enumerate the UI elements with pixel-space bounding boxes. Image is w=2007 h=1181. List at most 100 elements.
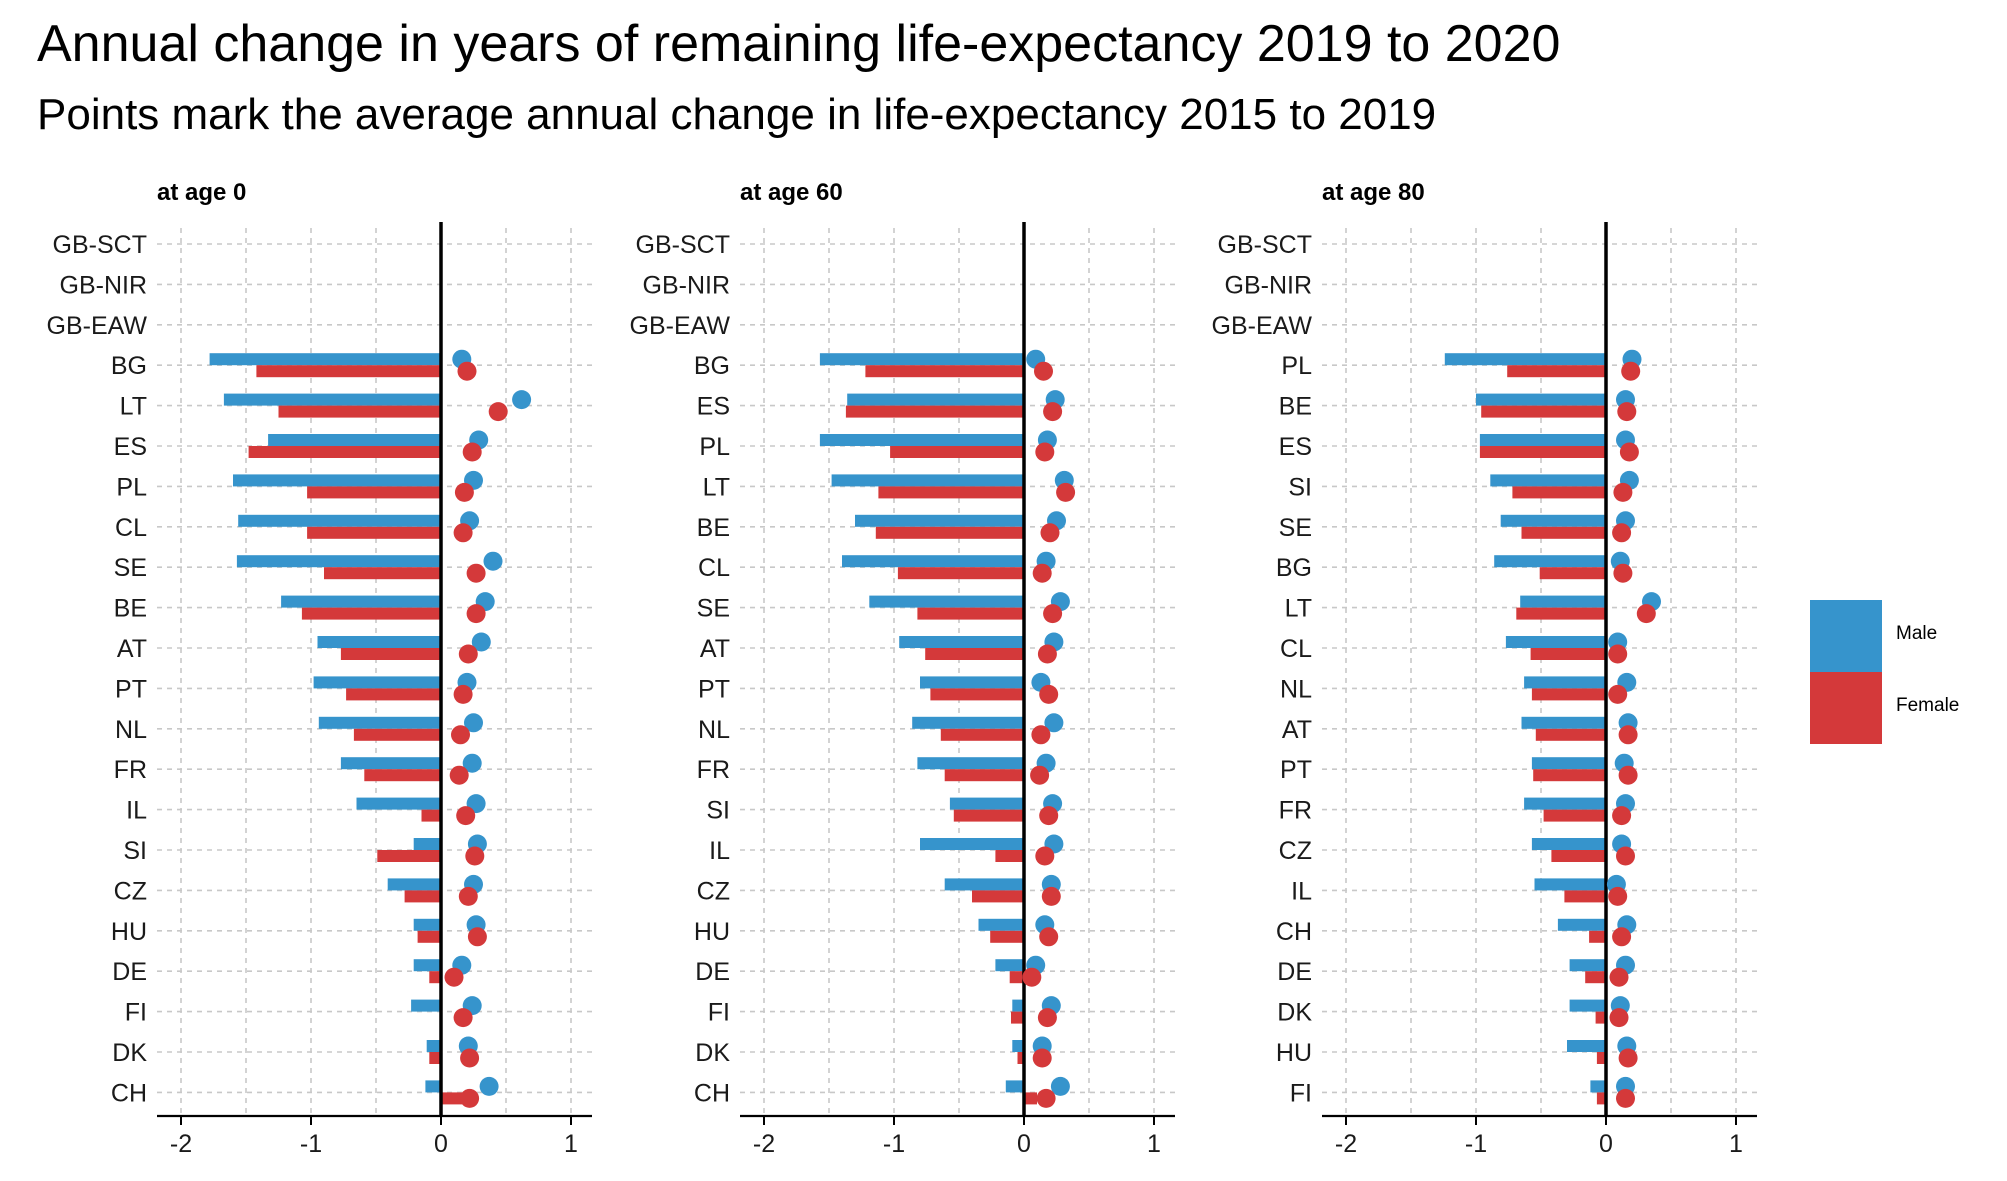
- x-tick-label: -1: [883, 1130, 905, 1158]
- bar-female: [1507, 365, 1606, 378]
- bar-female: [1481, 405, 1606, 418]
- bar-female: [417, 930, 441, 943]
- point-female: [1621, 361, 1641, 381]
- point-female: [1612, 523, 1632, 543]
- y-tick-label: FI: [125, 999, 147, 1027]
- bar-male: [819, 353, 1024, 366]
- y-tick-label: CL: [698, 554, 730, 582]
- bar-male: [281, 595, 441, 608]
- bar-male: [425, 1080, 441, 1093]
- bar-male: [842, 555, 1024, 568]
- bar-male: [413, 959, 441, 972]
- point-female: [1612, 927, 1632, 947]
- bar-female: [307, 526, 441, 539]
- bar-male: [313, 676, 441, 689]
- y-tick-label: GB-NIR: [60, 271, 148, 299]
- bar-female: [995, 850, 1024, 862]
- bar-male: [1494, 555, 1606, 568]
- point-female: [462, 442, 482, 462]
- bar-male: [819, 434, 1024, 446]
- point-female: [1031, 725, 1051, 745]
- legend-item-male: Male: [1810, 600, 2007, 672]
- point-female: [453, 684, 473, 704]
- x-tick-label: 1: [1147, 1130, 1161, 1158]
- bar-male: [831, 474, 1024, 487]
- point-female: [1613, 563, 1633, 583]
- bar-female: [944, 769, 1024, 782]
- bar-male: [917, 757, 1024, 770]
- y-tick-label: CL: [1280, 635, 1312, 663]
- y-tick-label: DK: [695, 1039, 730, 1067]
- y-tick-label: DE: [1277, 958, 1312, 986]
- bar-female: [953, 809, 1024, 822]
- point-female: [1034, 361, 1053, 381]
- y-tick-label: HU: [1276, 1039, 1312, 1067]
- point-female: [456, 806, 476, 826]
- point-female: [458, 644, 478, 664]
- bar-male: [1524, 797, 1606, 810]
- y-tick-label: CZ: [114, 877, 147, 905]
- bar-male: [340, 757, 441, 770]
- bar-male: [855, 514, 1024, 527]
- bar-male: [356, 797, 441, 810]
- bar-male: [317, 636, 441, 648]
- bar-male: [847, 393, 1024, 406]
- bar-male: [223, 393, 441, 406]
- bar-female: [1011, 1011, 1024, 1024]
- point-male: [471, 632, 491, 652]
- bar-female: [340, 648, 441, 660]
- point-female: [1608, 644, 1628, 664]
- bar-male: [899, 636, 1024, 648]
- bar-male: [1490, 474, 1606, 487]
- bar-male: [978, 918, 1024, 931]
- y-tick-label: CH: [111, 1079, 147, 1107]
- bar-male: [920, 676, 1024, 689]
- bar-male: [1590, 1080, 1606, 1093]
- bar-female: [1512, 486, 1606, 499]
- bar-male: [869, 595, 1024, 608]
- bar-female: [1596, 1052, 1606, 1064]
- point-female: [457, 361, 477, 381]
- bar-female: [1539, 567, 1606, 580]
- point-female: [1636, 604, 1656, 624]
- point-female: [488, 402, 508, 422]
- bar-male: [1557, 918, 1606, 931]
- x-tick-label: -2: [753, 1130, 775, 1158]
- bar-female: [429, 971, 441, 984]
- y-tick-label: LT: [120, 393, 147, 421]
- bar-female: [1535, 728, 1606, 741]
- y-tick-label: AT: [1282, 716, 1312, 744]
- bar-male: [426, 1040, 441, 1052]
- bar-female: [1530, 648, 1606, 660]
- point-female: [1043, 604, 1063, 624]
- bar-female: [421, 809, 441, 822]
- point-female: [1039, 684, 1059, 704]
- y-tick-label: CL: [115, 514, 147, 542]
- point-female: [1618, 765, 1638, 785]
- y-tick-label: SI: [706, 797, 730, 825]
- legend-key-male: [1810, 600, 1882, 672]
- y-tick-label: CZ: [1279, 837, 1312, 865]
- bar-female: [346, 688, 441, 701]
- y-tick-label: BE: [697, 514, 730, 542]
- y-tick-label: IL: [709, 837, 730, 865]
- x-tick-label: -1: [300, 1130, 322, 1158]
- y-tick-label: PT: [1280, 756, 1312, 784]
- bar-female: [377, 850, 441, 862]
- y-tick-label: DK: [1277, 999, 1312, 1027]
- bar-female: [1531, 688, 1606, 701]
- point-female: [1608, 886, 1628, 906]
- y-tick-label: GB-SCT: [53, 231, 147, 259]
- bar-male: [387, 878, 441, 891]
- bar-male: [1505, 636, 1606, 648]
- y-tick-label: CH: [694, 1079, 730, 1107]
- bar-female: [364, 769, 441, 782]
- bar-female: [1017, 1052, 1024, 1064]
- y-tick-label: HU: [111, 918, 147, 946]
- chart-subtitle: Points mark the average annual change in…: [37, 90, 1437, 139]
- y-tick-label: DE: [695, 958, 730, 986]
- bar-male: [1567, 1040, 1606, 1052]
- bar-female: [1551, 850, 1606, 862]
- point-female: [1032, 1048, 1052, 1068]
- panel-title: at age 0: [157, 179, 246, 206]
